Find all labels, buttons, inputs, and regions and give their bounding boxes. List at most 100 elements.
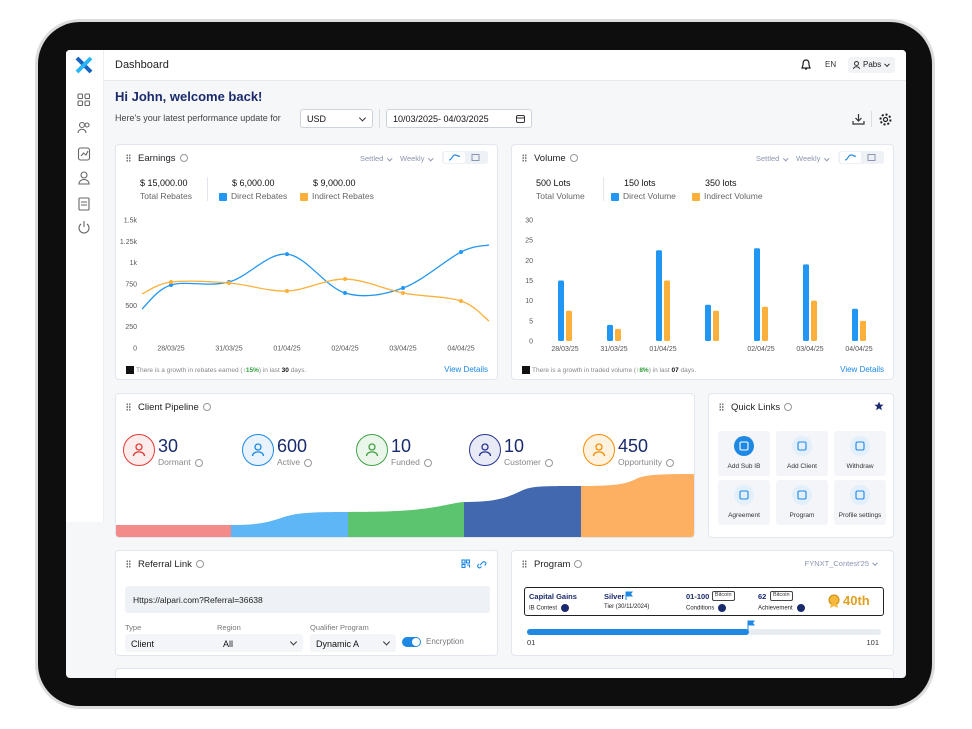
icon-body (365, 451, 379, 457)
info-icon[interactable] (561, 604, 570, 612)
filter-dropdown[interactable]: Weekly (400, 154, 434, 163)
info-icon[interactable] (569, 154, 578, 163)
quick-link-tile[interactable]: Program (776, 480, 828, 525)
field-label: Region (217, 623, 241, 632)
achievement: 62 (758, 592, 767, 601)
quick-link-tile[interactable]: Withdraw (834, 431, 886, 476)
icon-body (132, 451, 146, 457)
drag-handle[interactable] (126, 154, 131, 162)
encryption-toggle[interactable] (402, 637, 421, 647)
x-tick-label: 03/04/25 (796, 346, 823, 353)
data-point (401, 290, 405, 295)
data-point (227, 280, 231, 285)
referral-actions[interactable] (461, 559, 489, 569)
drag-handle[interactable] (522, 560, 527, 568)
quick-link-tile[interactable]: Agreement (718, 480, 770, 525)
info-icon[interactable] (194, 458, 203, 467)
contest: Capital Gains (529, 592, 577, 601)
url-box[interactable]: Https://alpari.com?Referral=36638 (125, 586, 490, 613)
program-selector[interactable]: FYNXT_Contest'25 (805, 560, 869, 568)
note-text: days. (678, 367, 697, 374)
flag-shape (625, 591, 633, 600)
toggle-icons (448, 154, 480, 161)
info-icon[interactable] (718, 604, 727, 612)
info-icon[interactable] (665, 458, 674, 467)
drag-handle[interactable] (522, 154, 527, 162)
x-tick-label: 28/03/25 (157, 346, 184, 353)
quick-link-tile[interactable]: Add Sub IB (718, 431, 770, 476)
drag-handle[interactable] (126, 403, 131, 411)
view-toggle[interactable] (838, 151, 884, 164)
toggle-label: Encryption (426, 637, 464, 646)
stat-divider (207, 177, 208, 201)
quick-link-tile[interactable]: Add Client (776, 431, 828, 476)
info-icon[interactable] (574, 560, 583, 569)
chevron (884, 61, 890, 68)
filter-dropdown[interactable]: Settled (756, 154, 789, 163)
data-point (459, 298, 463, 303)
glyph-shape (797, 441, 807, 451)
date-range-picker[interactable]: 10/03/2025- 04/03/2025 (386, 109, 532, 128)
page-title: Dashboard (115, 59, 169, 71)
user-icon (853, 61, 860, 69)
bell-icon[interactable] (801, 59, 811, 71)
pipeline-label-text: Opportunity (618, 457, 662, 467)
quick-link-label: Withdraw (846, 463, 874, 470)
info-icon[interactable] (544, 458, 553, 467)
bar (852, 308, 858, 341)
program-selector-text: FYNXT_Contest'25 (804, 559, 869, 568)
chevron (382, 638, 391, 646)
note-highlight: ↑8% (636, 367, 649, 374)
language[interactable]: EN (825, 60, 837, 69)
conditions-chip: Bitcoin (712, 591, 735, 601)
progress-end: 101 (866, 638, 879, 647)
currency-select[interactable]: USD (300, 109, 373, 128)
user-name: Pabs (863, 60, 882, 69)
bell-shape (801, 59, 811, 70)
y-tick-label: 25 (525, 238, 533, 245)
icon-glyph (855, 441, 865, 451)
info-icon[interactable] (796, 604, 805, 612)
view-details-link[interactable]: View Details (444, 365, 488, 374)
pipeline-label: Opportunity (618, 458, 674, 467)
info-icon[interactable] (423, 458, 432, 467)
legend-label: Indirect Rebates (312, 191, 374, 201)
pipeline-value: 10 (391, 436, 412, 456)
icon-part (80, 150, 89, 157)
info-icon[interactable] (179, 154, 188, 163)
drag-handle[interactable] (719, 403, 724, 411)
legend-entry: Direct Volume (611, 191, 676, 201)
filter-dropdown[interactable]: Settled (360, 154, 393, 163)
filter-dropdown[interactable]: Weekly (796, 154, 830, 163)
program-card: Program FYNXT_Contest'25 Capital Gains I… (511, 550, 894, 656)
calendar-icon (516, 115, 525, 123)
settings-button[interactable] (879, 113, 892, 126)
icon-glyph (739, 441, 749, 451)
field-select[interactable]: Client (125, 634, 233, 652)
icon-head (368, 443, 376, 451)
icon-glyph (797, 490, 807, 500)
info-icon[interactable] (195, 560, 204, 569)
logo[interactable] (75, 56, 93, 74)
info-icon[interactable] (202, 403, 211, 412)
nav-icons[interactable] (77, 93, 91, 243)
field-select[interactable]: Dynamic A (310, 634, 396, 652)
card-title: Program (534, 559, 583, 570)
view-details-link[interactable]: View Details (840, 365, 884, 374)
total-label: Total Volume (536, 191, 585, 201)
info-icon[interactable] (304, 458, 313, 467)
star-icon[interactable] (874, 401, 884, 411)
download-button[interactable] (852, 113, 865, 125)
drag-handle[interactable] (126, 560, 131, 568)
tier-flag (625, 591, 633, 600)
user-menu[interactable]: Pabs (848, 57, 895, 73)
view-toggle[interactable] (442, 151, 488, 164)
note-text: days. (288, 367, 307, 374)
sidebar (66, 50, 104, 522)
contest-sub-text: IB Contest (529, 605, 558, 612)
table-icon (471, 154, 480, 161)
field-select[interactable]: All (217, 634, 303, 652)
y-tick-label: 1.25k (120, 239, 138, 246)
quick-link-tile[interactable]: Profile settings (834, 480, 886, 525)
info-icon[interactable] (784, 403, 793, 412)
